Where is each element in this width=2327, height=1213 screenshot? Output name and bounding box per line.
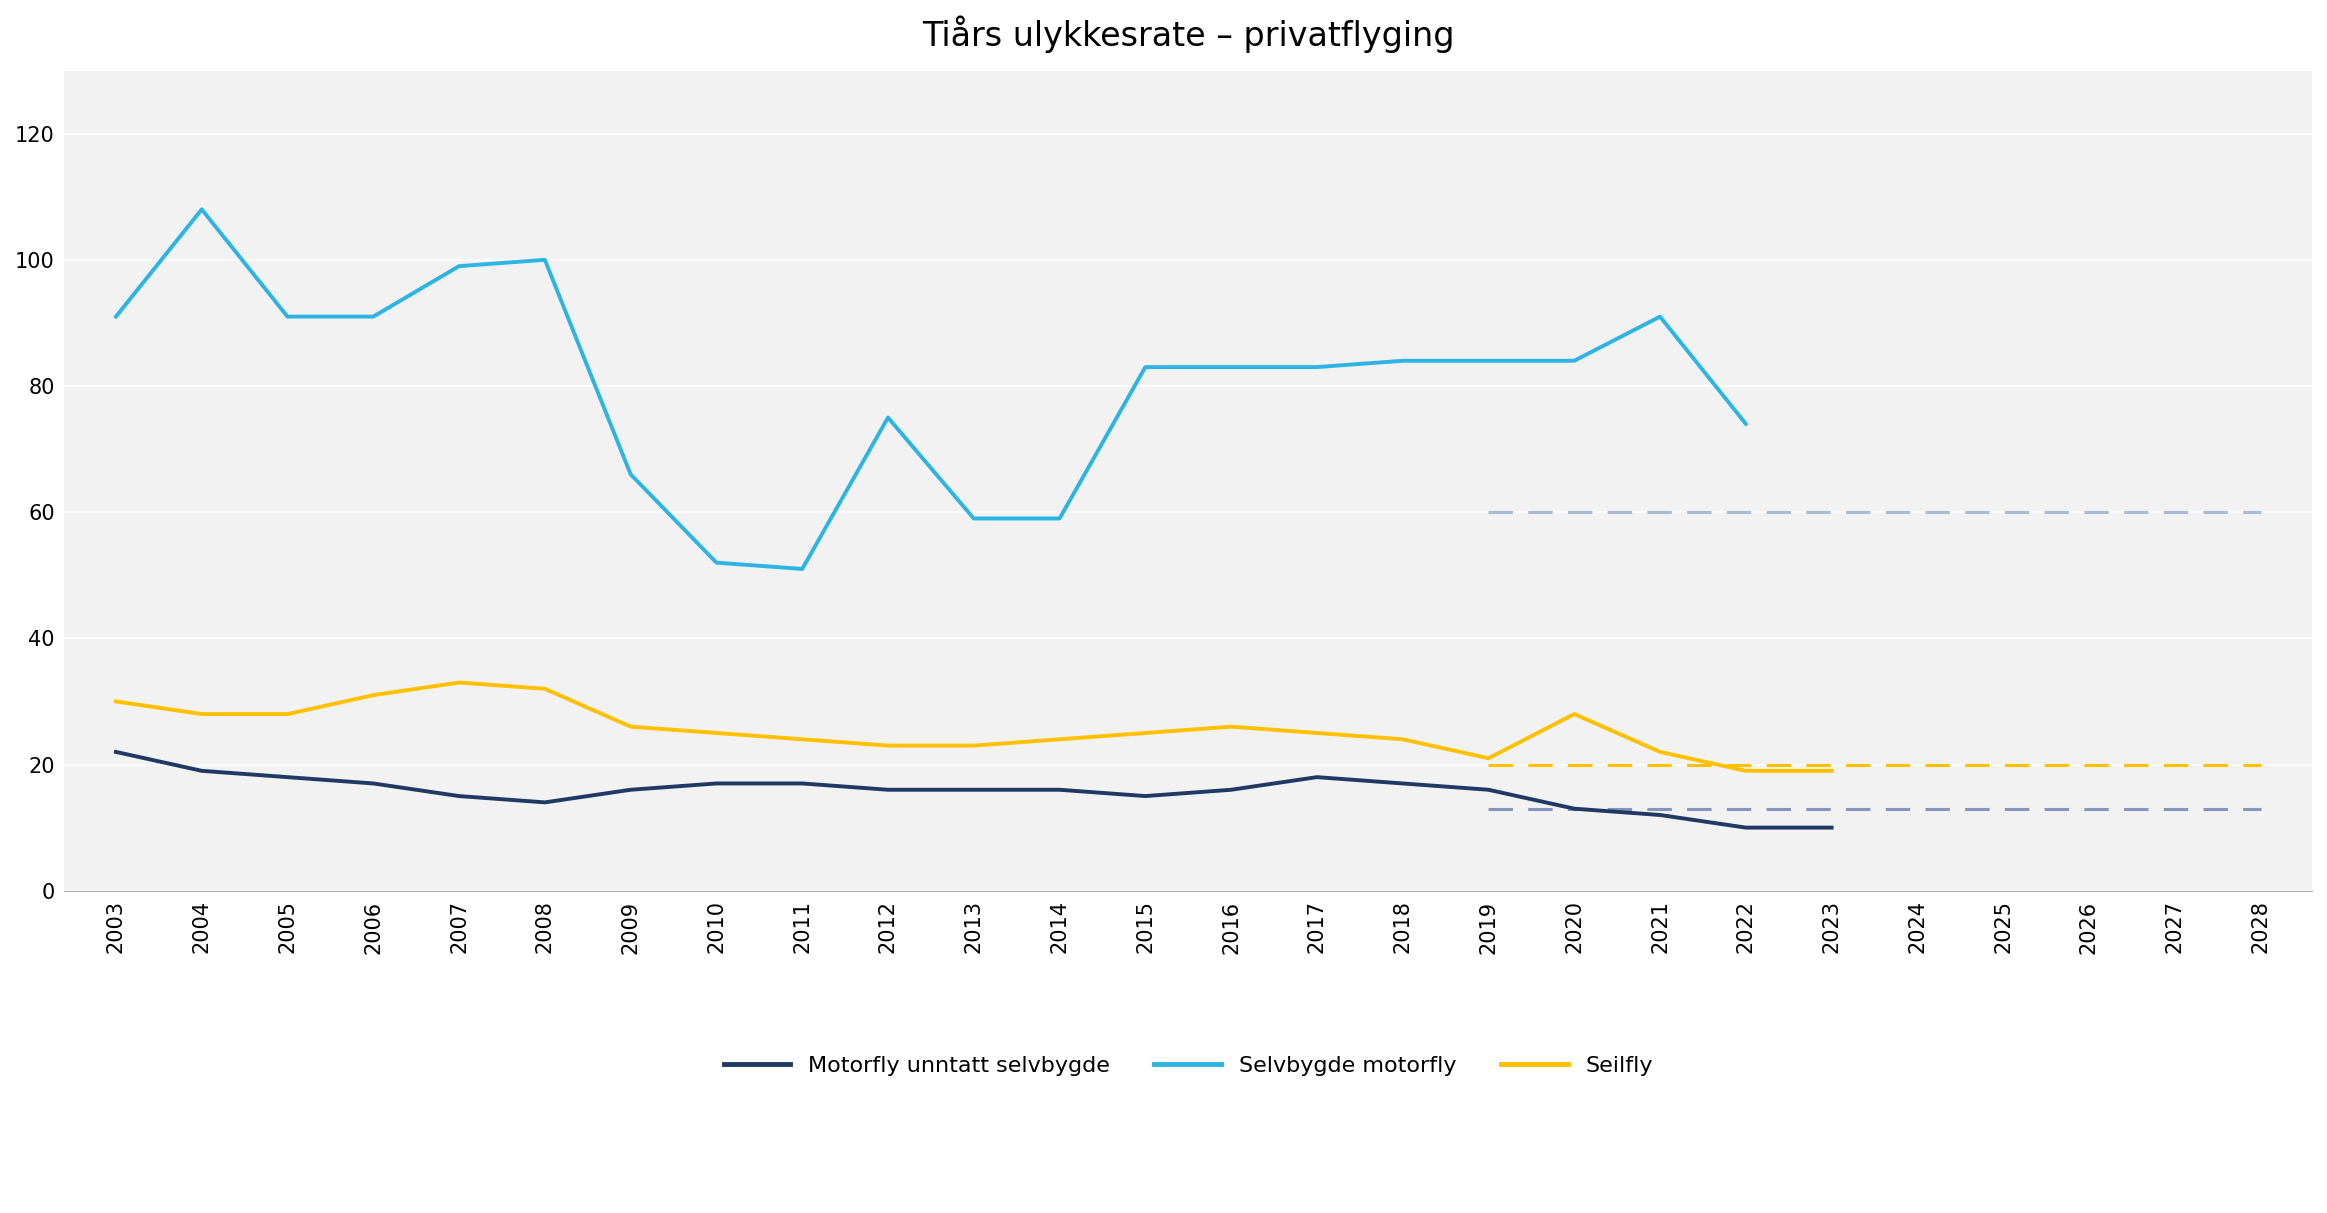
Title: Tiårs ulykkesrate – privatflyging: Tiårs ulykkesrate – privatflyging <box>921 15 1454 52</box>
Legend: Motorfly unntatt selvbygde, Selvbygde motorfly, Seilfly: Motorfly unntatt selvbygde, Selvbygde mo… <box>714 1047 1661 1084</box>
